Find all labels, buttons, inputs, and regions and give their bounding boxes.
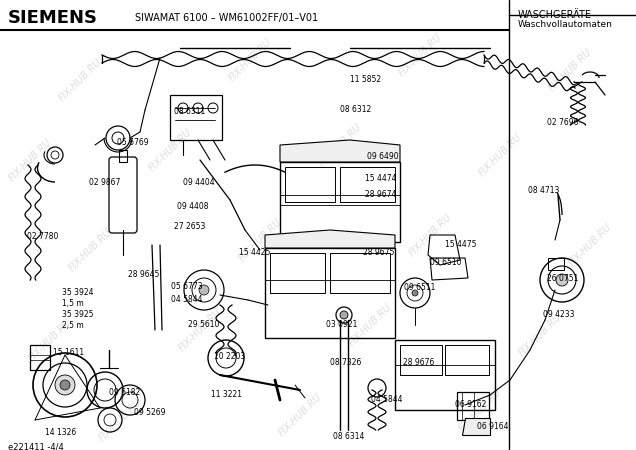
Bar xyxy=(30,345,50,370)
Text: FIX-HUB.RU: FIX-HUB.RU xyxy=(237,216,283,263)
Text: FIX-HUB.RU: FIX-HUB.RU xyxy=(277,392,323,438)
Text: 10 2203: 10 2203 xyxy=(214,352,245,361)
Bar xyxy=(280,162,400,242)
Bar xyxy=(265,248,395,338)
Text: FIX-HUB.RU: FIX-HUB.RU xyxy=(6,137,53,183)
Bar xyxy=(119,150,127,162)
Text: 08 6312: 08 6312 xyxy=(340,105,371,114)
Text: 11 3221: 11 3221 xyxy=(211,390,242,399)
Bar xyxy=(400,345,442,375)
Bar xyxy=(445,345,489,375)
Text: 15 4474: 15 4474 xyxy=(365,174,396,183)
Text: 2,5 m: 2,5 m xyxy=(62,321,84,330)
Text: 02 9867: 02 9867 xyxy=(89,178,120,187)
Text: 09 6510: 09 6510 xyxy=(430,258,462,267)
Text: 15 4425: 15 4425 xyxy=(239,248,270,257)
Text: WASCHGERÄTE: WASCHGERÄTE xyxy=(518,10,592,20)
Text: 08 6311: 08 6311 xyxy=(174,107,205,116)
Text: 28 9675: 28 9675 xyxy=(363,248,394,257)
Text: FIX-HUB.RU: FIX-HUB.RU xyxy=(317,122,363,168)
Text: 09 4408: 09 4408 xyxy=(177,202,209,211)
Circle shape xyxy=(556,274,568,286)
Text: 09 4404: 09 4404 xyxy=(183,178,214,187)
Bar xyxy=(340,167,395,202)
Text: FIX-HUB.RU: FIX-HUB.RU xyxy=(567,222,613,268)
Text: FIX-HUB.RU: FIX-HUB.RU xyxy=(347,302,393,348)
Text: 09 6490: 09 6490 xyxy=(367,152,399,161)
FancyBboxPatch shape xyxy=(109,157,137,233)
Text: 06 9162: 06 9162 xyxy=(455,400,487,409)
Text: 08 4713: 08 4713 xyxy=(528,186,560,195)
Text: FIX-HUB.RU: FIX-HUB.RU xyxy=(57,57,103,104)
Text: FIX-HUB.RU: FIX-HUB.RU xyxy=(97,396,143,443)
Text: 11 5852: 11 5852 xyxy=(350,75,381,84)
Text: 02 7696: 02 7696 xyxy=(547,118,579,127)
Text: 06 9164: 06 9164 xyxy=(477,422,509,431)
Text: 09 5269: 09 5269 xyxy=(134,408,165,417)
Text: FIX-HUB.RU: FIX-HUB.RU xyxy=(27,317,73,363)
Text: 1,5 m: 1,5 m xyxy=(62,299,84,308)
Text: FIX-HUB.RU: FIX-HUB.RU xyxy=(226,36,273,83)
Bar xyxy=(395,340,495,410)
Text: 02 7780: 02 7780 xyxy=(27,232,59,241)
Bar xyxy=(270,253,325,293)
Text: 35 3924: 35 3924 xyxy=(62,288,93,297)
Text: 09 4233: 09 4233 xyxy=(543,310,574,319)
Text: 28 9674: 28 9674 xyxy=(365,190,396,199)
Text: e221411 -4/4: e221411 -4/4 xyxy=(8,443,64,450)
Text: FIX-HUB.RU: FIX-HUB.RU xyxy=(516,312,563,358)
Text: 28 9676: 28 9676 xyxy=(403,358,434,367)
Circle shape xyxy=(60,380,70,390)
Circle shape xyxy=(340,311,348,319)
Text: FIX-HUB.RU: FIX-HUB.RU xyxy=(177,306,223,353)
Bar xyxy=(330,253,390,293)
Polygon shape xyxy=(265,230,395,248)
Text: 14 1326: 14 1326 xyxy=(45,428,76,437)
Text: 29 5610: 29 5610 xyxy=(188,320,219,329)
Circle shape xyxy=(199,285,209,295)
Circle shape xyxy=(412,290,418,296)
Text: 05 6773: 05 6773 xyxy=(171,282,203,291)
Text: 08 7326: 08 7326 xyxy=(330,358,361,367)
Text: 03 0921: 03 0921 xyxy=(326,320,357,329)
Text: FIX-HUB.RU: FIX-HUB.RU xyxy=(547,47,593,93)
Text: 35 3925: 35 3925 xyxy=(62,310,93,319)
Text: FIX-HUB.RU: FIX-HUB.RU xyxy=(406,212,453,258)
Text: 05 6769: 05 6769 xyxy=(117,138,149,147)
Bar xyxy=(548,258,564,270)
Text: SIWAMAT 6100 – WM61002FF/01–V01: SIWAMAT 6100 – WM61002FF/01–V01 xyxy=(135,13,318,23)
Text: FIX-HUB.RU: FIX-HUB.RU xyxy=(457,387,503,433)
Text: 15 4475: 15 4475 xyxy=(445,240,476,249)
Text: SIEMENS: SIEMENS xyxy=(8,9,98,27)
Bar xyxy=(170,95,222,140)
Text: FIX-HUB.RU: FIX-HUB.RU xyxy=(476,132,523,178)
Text: 27 2653: 27 2653 xyxy=(174,222,205,231)
Text: Waschvollautomaten: Waschvollautomaten xyxy=(518,20,613,29)
Text: FIX-HUB.RU: FIX-HUB.RU xyxy=(67,227,113,273)
Circle shape xyxy=(55,375,75,395)
Text: 04 5844: 04 5844 xyxy=(171,295,202,304)
Text: 08 6314: 08 6314 xyxy=(333,432,364,441)
Text: FIX-HUB.RU: FIX-HUB.RU xyxy=(397,32,443,78)
Text: 09 6511: 09 6511 xyxy=(404,283,436,292)
Text: FIX-HUB.RU: FIX-HUB.RU xyxy=(147,126,193,173)
Text: 28 9645: 28 9645 xyxy=(128,270,160,279)
Text: 04 5844: 04 5844 xyxy=(371,395,403,404)
Bar xyxy=(285,167,335,202)
Text: 15 1611: 15 1611 xyxy=(53,348,84,357)
Text: 09 6182: 09 6182 xyxy=(109,388,141,397)
Bar xyxy=(457,392,489,420)
Polygon shape xyxy=(280,140,400,162)
Polygon shape xyxy=(462,418,490,435)
Text: 26 0751: 26 0751 xyxy=(547,274,578,283)
